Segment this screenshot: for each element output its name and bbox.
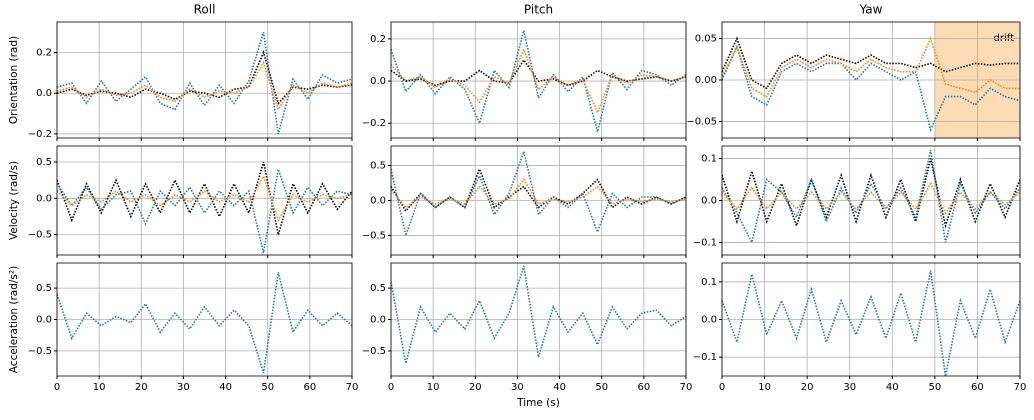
y-axis-label: Orientation (rad): [8, 36, 20, 124]
y-tick-label: −0.5: [362, 230, 386, 241]
panel: 0 10 20 30 40 50 60 70 −0.5 0.0 0.5 Acceleration (r…: [8, 262, 359, 393]
x-tick-label: 50: [928, 382, 941, 393]
panel: −0.2 0.0 0.2 Pitch: [362, 3, 687, 141]
series-line: [56, 272, 353, 374]
y-tick-label: 0.1: [701, 154, 717, 165]
y-tick-label: 0.2: [36, 48, 52, 59]
plot-frame: [56, 145, 353, 256]
y-tick-label: 0.5: [36, 283, 52, 294]
series-line: [721, 36, 1020, 98]
x-tick-label: 30: [843, 382, 856, 393]
panel-title: Yaw: [859, 3, 883, 17]
series-line: [56, 60, 353, 112]
plot-frame: [390, 145, 687, 256]
plot-frame: [56, 262, 353, 377]
y-tick-label: 0.1: [701, 277, 717, 288]
y-tick-label: 0.0: [370, 76, 386, 87]
x-tick-label: 60: [303, 382, 316, 393]
plot-frame: [721, 21, 1021, 139]
x-tick-label: 0: [719, 382, 725, 393]
y-axis-label: Acceleration (rad/s²): [8, 266, 20, 373]
x-tick-label: 50: [261, 382, 274, 393]
plot-frame: [721, 262, 1021, 377]
x-tick-label: 10: [93, 382, 106, 393]
y-tick-label: 0.0: [370, 196, 386, 207]
y-tick-label: 0.0: [36, 315, 52, 326]
panel: 0 10 20 30 40 50 60 70 −0.5 0.0 0.5 Time (s): [362, 262, 693, 409]
y-tick-label: 0.0: [36, 88, 52, 99]
series-line: [721, 158, 1021, 229]
series-line: [56, 169, 353, 253]
series-line: [721, 44, 1021, 133]
plot-frame: [390, 262, 687, 377]
y-tick-label: −0.5: [28, 230, 52, 241]
y-tick-label: −0.2: [28, 129, 52, 140]
y-tick-label: −0.5: [28, 346, 52, 357]
x-tick-label: 70: [1014, 382, 1027, 393]
x-tick-label: 60: [637, 382, 650, 393]
series-line: [390, 166, 687, 213]
plot-frame: [56, 21, 353, 139]
series-line: [56, 161, 353, 235]
x-tick-label: 70: [680, 382, 693, 393]
x-tick-label: 60: [971, 382, 984, 393]
panel: −0.2 0.0 0.2 Roll Orientation (rad): [8, 3, 353, 141]
y-tick-label: −0.05: [686, 116, 717, 127]
panel: −0.5 0.0 0.5 Velocity (rad/s): [8, 145, 353, 258]
plot-frame: [390, 21, 687, 139]
x-tick-label: 40: [886, 382, 899, 393]
series-line: [721, 36, 1020, 90]
series-line: [721, 150, 1021, 245]
y-tick-label: 0.0: [701, 315, 717, 326]
plot-frame: [721, 145, 1021, 256]
y-tick-label: 0.5: [36, 157, 52, 168]
y-tick-label: 0.5: [370, 161, 386, 172]
series-line: [721, 182, 1021, 215]
x-tick-label: 10: [758, 382, 771, 393]
y-tick-label: 0.05: [695, 34, 717, 45]
y-tick-label: 0.0: [370, 315, 386, 326]
y-axis-label: Velocity (rad/s): [8, 161, 20, 240]
x-tick-label: 70: [346, 382, 359, 393]
y-tick-label: 0.2: [370, 34, 386, 45]
x-tick-label: 40: [219, 382, 232, 393]
series-line: [390, 148, 687, 239]
series-line: [390, 58, 687, 87]
y-tick-label: 0.5: [370, 283, 386, 294]
y-tick-label: 0.00: [695, 75, 717, 86]
x-tick-label: 20: [135, 382, 148, 393]
series-line: [56, 31, 353, 135]
panel: −0.5 0.0 0.5: [362, 145, 687, 258]
x-tick-label: 50: [595, 382, 608, 393]
y-tick-label: −0.1: [693, 237, 717, 248]
y-tick-label: 0.0: [36, 193, 52, 204]
y-tick-label: −0.5: [362, 346, 386, 357]
y-tick-label: −0.1: [693, 352, 717, 363]
x-tick-label: 20: [801, 382, 814, 393]
x-tick-label: 40: [553, 382, 566, 393]
panel: −0.1 0.0 0.1: [693, 145, 1021, 258]
panel-title: Roll: [194, 3, 216, 17]
x-axis-label: Time (s): [516, 397, 560, 409]
x-tick-label: 30: [177, 382, 190, 393]
x-tick-label: 0: [388, 382, 394, 393]
x-tick-label: 0: [54, 382, 60, 393]
series-line: [721, 270, 1021, 377]
y-tick-label: −0.2: [362, 118, 386, 129]
series-line: [390, 178, 687, 209]
series-line: [56, 174, 353, 223]
series-line: [390, 265, 687, 364]
series-line: [56, 50, 353, 106]
x-tick-label: 10: [427, 382, 440, 393]
x-tick-label: 30: [511, 382, 524, 393]
y-tick-label: 0.0: [701, 196, 717, 207]
panel-title: Pitch: [524, 3, 553, 17]
x-tick-label: 20: [469, 382, 482, 393]
panel: 0 10 20 30 40 50 60 70 −0.1 0.0 0.1: [693, 262, 1027, 393]
